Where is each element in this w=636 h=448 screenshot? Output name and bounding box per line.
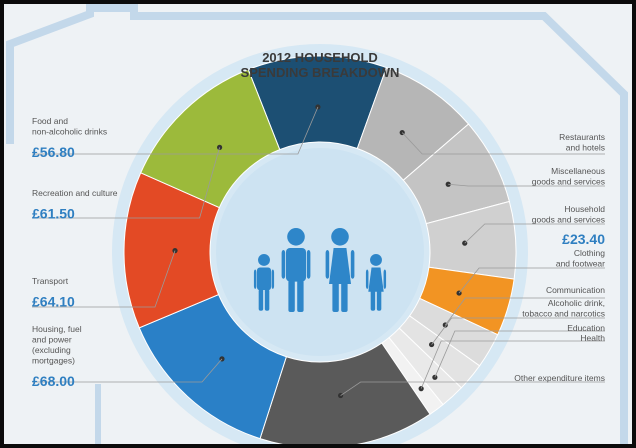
slice-label-housing: mortgages) [32,356,75,366]
slice-label-household_goods: goods and services [532,215,605,225]
leader-line-misc [448,183,605,187]
slice-label-household_goods: Household [564,204,605,214]
leader-line-housing [32,358,223,383]
father-icon [281,228,311,312]
slice-label-housing: Housing, fuel [32,324,82,334]
house-outline [6,4,628,444]
slice-label-housing: (excluding [32,345,71,355]
slice-value-recreation: £61.50 [32,206,75,222]
slice-value-food: £56.80 [32,144,75,160]
mother-icon [325,228,355,312]
slice-label-education: Education [567,323,605,333]
leader-line-clothing [458,267,605,294]
family-icon [253,228,387,312]
leader-line-household_goods [464,223,605,244]
slice-value-clothing: £23.40 [562,231,605,247]
label-dot-recreation [217,144,223,150]
house-roof-line [6,4,628,444]
child-girl-icon [365,254,387,311]
slice-label-misc: Miscellaneous [551,166,605,176]
leader-line-restaurants [401,132,605,155]
chart-title-line1: 2012 HOUSEHOLD [262,50,378,65]
leader-line-communication [444,297,605,326]
slice-label-food: non-alcoholic drinks [32,127,107,137]
slice-label-housing: and power [32,335,72,345]
child-boy-icon [253,254,275,311]
slice-label-alcohol: Alcoholic drink, [548,298,605,308]
slice-label-recreation: Recreation and culture [32,188,118,198]
leader-line-transport [32,250,176,308]
slice-label-communication: Communication [546,285,605,295]
slice-label-restaurants: Restaurants [559,132,605,142]
leader-line-other [340,381,605,396]
slice-label-clothing: Clothing [574,248,605,258]
slice-label-alcohol: tobacco and narcotics [522,309,605,319]
slice-label-transport: Transport [32,276,69,286]
slice-label-misc: goods and services [532,177,605,187]
donut-center [216,148,424,356]
chart-title-line2: SPENDING BREAKDOWN [241,65,400,80]
slice-label-restaurants: and hotels [566,143,605,153]
leader-line-education [434,330,605,378]
slice-label-clothing: and footwear [556,259,605,269]
slice-label-health: Health [580,333,605,343]
leader-line-recreation [32,147,220,219]
leader-line-food [32,106,319,155]
slice-value-transport: £64.10 [32,294,75,310]
slice-value-housing: £68.00 [32,373,75,389]
slice-label-other: Other expenditure items [514,373,605,383]
leader-line-alcohol [431,317,605,345]
slice-label-food: Food and [32,116,68,126]
leader-line-health [420,340,605,389]
spending-donut-chart: 2012 HOUSEHOLD SPENDING BREAKDOWN Food a… [4,4,632,444]
slice-recreation [140,68,281,209]
